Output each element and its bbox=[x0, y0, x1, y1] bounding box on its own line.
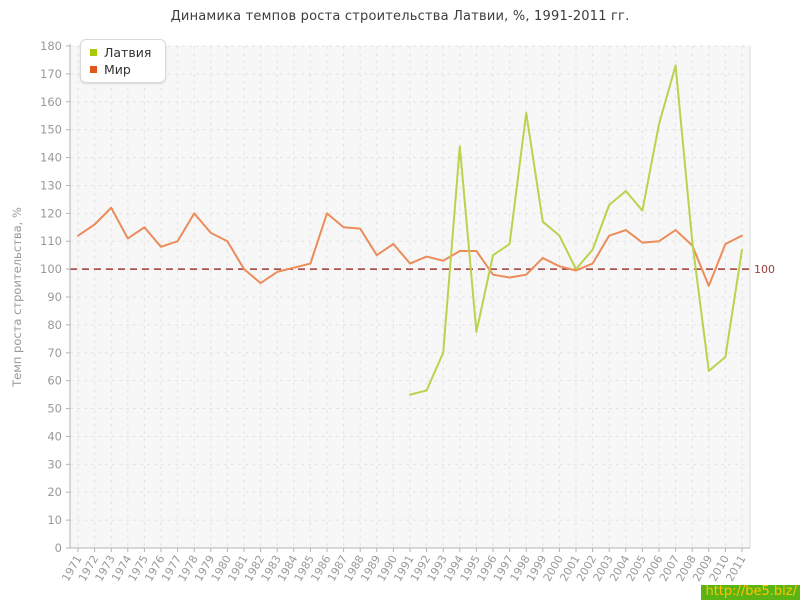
y-tick-label: 100 bbox=[40, 262, 62, 276]
y-tick-label: 40 bbox=[47, 429, 62, 443]
y-tick-label: 10 bbox=[47, 513, 62, 527]
y-tick-label: 120 bbox=[40, 206, 62, 220]
y-tick-label: 130 bbox=[40, 178, 62, 192]
latvia-series-swatch-icon bbox=[90, 49, 97, 56]
y-axis-title: Темп роста строительства, % bbox=[10, 207, 24, 388]
mir-series-swatch-icon bbox=[90, 66, 97, 73]
watermark-link[interactable]: http://be5.biz/ bbox=[701, 585, 800, 600]
y-tick-label: 110 bbox=[40, 234, 62, 248]
y-tick-label: 160 bbox=[40, 95, 62, 109]
y-tick-label: 60 bbox=[47, 374, 62, 388]
y-tick-label: 150 bbox=[40, 123, 62, 137]
y-tick-label: 90 bbox=[47, 290, 62, 304]
legend-item-mir[interactable]: Мир bbox=[90, 61, 151, 78]
y-tick-label: 20 bbox=[47, 485, 62, 499]
y-tick-label: 50 bbox=[47, 402, 62, 416]
series-line-latvia bbox=[409, 64, 743, 396]
y-tick-label: 180 bbox=[40, 39, 62, 53]
y-tick-label: 170 bbox=[40, 67, 62, 81]
y-tick-label: 30 bbox=[47, 457, 62, 471]
y-tick-label: 80 bbox=[47, 318, 62, 332]
reference-line-label: 100 bbox=[754, 263, 775, 276]
plot-background bbox=[70, 46, 750, 548]
series-line-mir bbox=[77, 206, 743, 287]
y-tick-label: 70 bbox=[47, 346, 62, 360]
legend-label-mir: Мир bbox=[104, 62, 131, 77]
legend: Латвия Мир bbox=[80, 39, 167, 83]
legend-item-latvia[interactable]: Латвия bbox=[90, 44, 151, 61]
y-tick-label: 0 bbox=[55, 541, 62, 555]
chart-title: Динамика темпов роста строительства Латв… bbox=[170, 9, 630, 24]
legend-label-latvia: Латвия bbox=[104, 45, 152, 60]
y-tick-label: 140 bbox=[40, 151, 62, 165]
